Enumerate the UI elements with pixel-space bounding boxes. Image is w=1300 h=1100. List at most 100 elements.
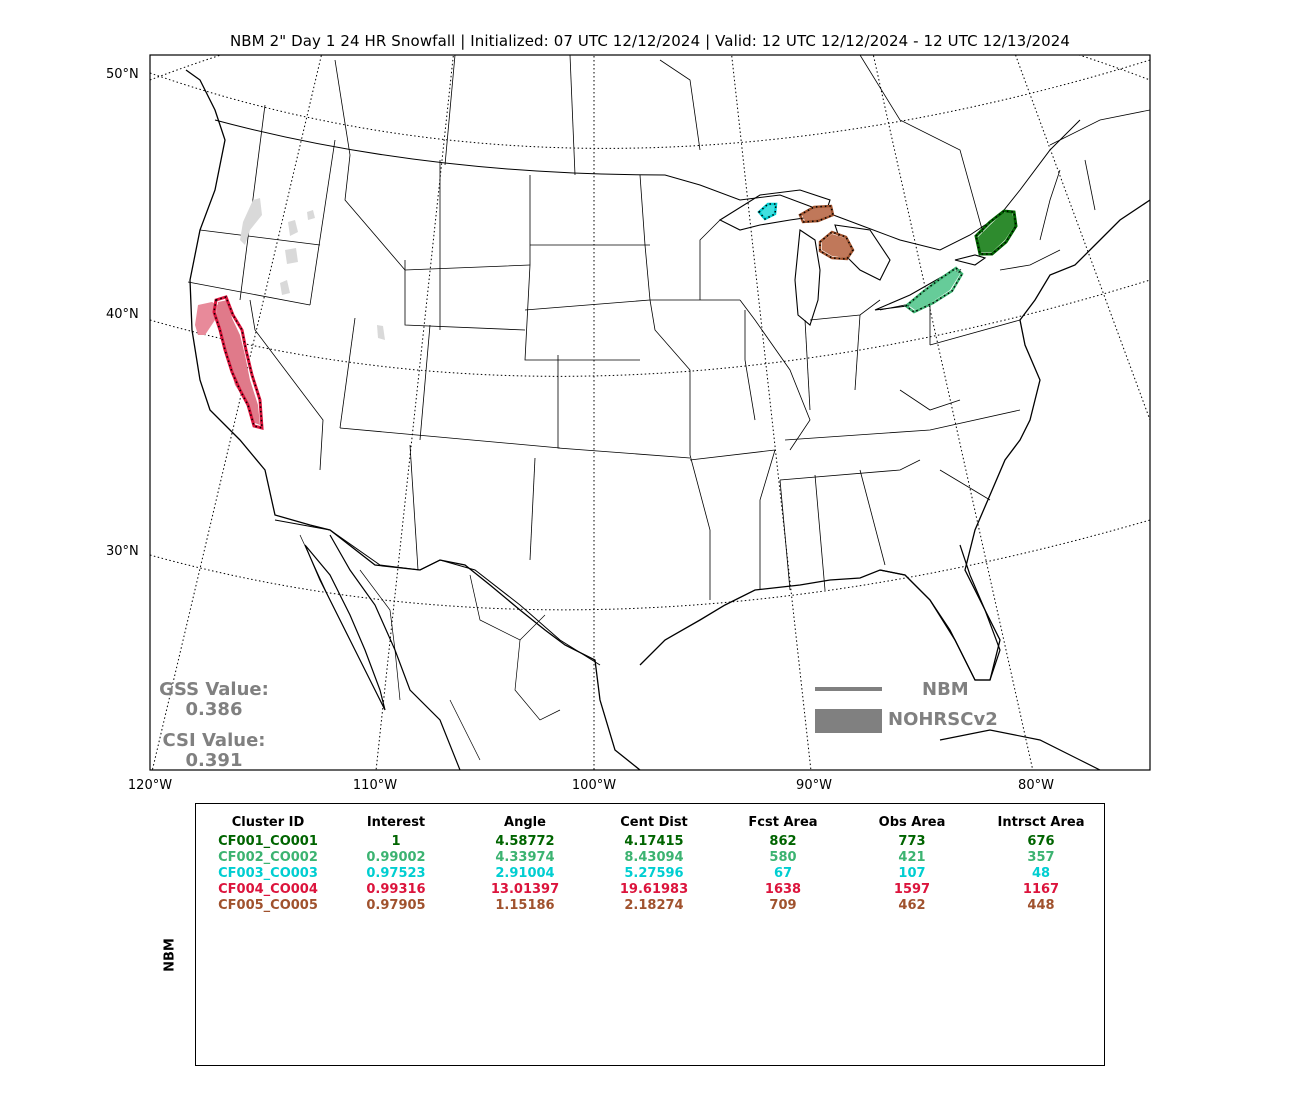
cluster-cf005-observed-north <box>802 207 832 221</box>
legend-forecast-label: NBM <box>922 679 969 700</box>
csi-value: 0.391 <box>185 750 243 771</box>
table-cell-fcst-area: 580 <box>769 850 797 865</box>
us-canada-border <box>214 119 1081 251</box>
legend-observed-swatch <box>815 709 882 733</box>
gss-label: GSS Value: <box>159 679 269 700</box>
cluster-cf005-forecast-north <box>798 204 835 224</box>
unmatched-object-utah <box>377 325 385 340</box>
graticule-lat-40 <box>150 279 1150 377</box>
col-header-cluster-id: Cluster ID <box>231 815 305 830</box>
table-cell-intrsct-area: 357 <box>1027 850 1055 865</box>
graticule-lat-50 <box>150 55 1150 81</box>
cluster-cf002-observed <box>908 270 960 310</box>
graticule-lon-80 <box>872 55 1034 770</box>
table-cell-interest: 0.97523 <box>366 866 426 881</box>
baja-california <box>304 544 386 711</box>
table-cell-intrsct-area: 1167 <box>1022 882 1060 897</box>
cluster-cf005-forecast-south-dots <box>819 231 854 260</box>
lat-label-50: 50°N <box>106 67 139 82</box>
mexico-borders <box>299 534 561 761</box>
table-cell-id: CF004_CO004 <box>218 882 318 897</box>
table-cell-angle: 2.91004 <box>495 866 555 881</box>
table-cell-cent-dist: 5.27596 <box>624 866 684 881</box>
lon-label-110: 110°W <box>352 778 398 793</box>
gss-value: 0.386 <box>185 699 243 720</box>
table-cell-angle: 4.58772 <box>495 834 555 849</box>
table-cell-interest: 0.99002 <box>366 850 426 865</box>
unmatched-object-oregon-1 <box>240 198 262 245</box>
table-cell-id: CF001_CO001 <box>218 834 318 849</box>
stats-table <box>195 803 1105 1066</box>
table-cell-angle: 4.33974 <box>495 850 555 865</box>
graticule-lon-110 <box>375 55 454 770</box>
graticule-lat-45b <box>150 59 1150 149</box>
graticule-lat-30 <box>150 519 1150 611</box>
table-cell-obs-area: 462 <box>898 898 926 913</box>
map-border <box>149 54 1151 771</box>
table-cell-interest: 0.99316 <box>366 882 426 897</box>
table-cell-fcst-area: 67 <box>773 866 793 881</box>
graticule-lon-90 <box>731 55 812 770</box>
cluster-cf004-forecast-dots <box>213 296 263 429</box>
table-cell-id: CF002_CO002 <box>218 850 318 865</box>
cuba <box>939 729 1101 770</box>
graticule-lon-120 <box>151 55 322 770</box>
canada-borders <box>334 55 1150 241</box>
table-cell-angle: 13.01397 <box>490 882 560 897</box>
cluster-cf002-forecast <box>903 266 964 314</box>
graticule-lon-70 <box>1014 55 1150 421</box>
map-title: NBM 2" Day 1 24 HR Snowfall | Initialize… <box>229 32 1071 50</box>
col-header-intrsct-area: Intrsct Area <box>997 815 1085 830</box>
csi-label: CSI Value: <box>162 730 266 751</box>
us-outline <box>185 69 1150 770</box>
unmatched-object-oregon-2 <box>288 220 298 236</box>
cluster-cf005-observed-south <box>822 234 852 258</box>
lon-label-80: 80°W <box>1018 778 1054 793</box>
unmatched-object-idaho <box>280 280 290 295</box>
table-cell-id: CF005_CO005 <box>218 898 318 913</box>
table-cell-interest: 0.97905 <box>366 898 426 913</box>
cluster-cf001-observed <box>978 212 1015 252</box>
table-cell-obs-area: 107 <box>898 866 926 881</box>
cluster-cf004-observed <box>216 300 260 425</box>
florida <box>879 544 1001 681</box>
unmatched-object-oregon-3 <box>307 210 315 220</box>
table-cell-obs-area: 773 <box>898 834 926 849</box>
table-cell-intrsct-area: 448 <box>1027 898 1055 913</box>
lat-label-30: 30°N <box>106 544 139 559</box>
mexico-west-coast <box>329 534 461 770</box>
col-header-interest: Interest <box>366 815 426 830</box>
table-cell-cent-dist: 19.61983 <box>619 882 689 897</box>
lon-label-120: 120°W <box>127 778 173 793</box>
lon-label-90: 90°W <box>796 778 832 793</box>
table-cell-cent-dist: 2.18274 <box>624 898 684 913</box>
col-header-angle: Angle <box>504 815 546 830</box>
table-cell-fcst-area: 862 <box>769 834 797 849</box>
table-cell-obs-area: 1597 <box>893 882 931 897</box>
cluster-cf003-observed <box>760 205 775 218</box>
col-header-obs-area: Obs Area <box>878 815 946 830</box>
table-cell-obs-area: 421 <box>898 850 926 865</box>
us-mexico-border <box>274 519 601 666</box>
state-borders <box>187 104 1096 600</box>
table-cell-intrsct-area: 48 <box>1031 866 1051 881</box>
table-cell-cent-dist: 4.17415 <box>624 834 684 849</box>
table-cell-id: CF003_CO003 <box>218 866 318 881</box>
legend-observed-label: NOHRSCv2 <box>888 709 998 730</box>
table-cell-angle: 1.15186 <box>495 898 555 913</box>
table-cell-intrsct-area: 676 <box>1027 834 1055 849</box>
table-cell-fcst-area: 709 <box>769 898 797 913</box>
lake-michigan <box>794 229 821 326</box>
unmatched-objects <box>195 198 385 340</box>
lon-label-100: 100°W <box>571 778 617 793</box>
cluster-cf001-forecast <box>974 209 1018 256</box>
col-header-fcst-area: Fcst Area <box>748 815 818 830</box>
cluster-cf003-forecast-dots <box>757 203 777 220</box>
unmatched-object-oregon-4 <box>285 248 298 264</box>
lat-label-40: 40°N <box>106 307 139 322</box>
table-cell-cent-dist: 8.43094 <box>624 850 684 865</box>
table-cell-interest: 1 <box>391 834 401 849</box>
col-header-cent-dist: Cent Dist <box>620 815 688 830</box>
table-cell-fcst-area: 1638 <box>764 882 802 897</box>
